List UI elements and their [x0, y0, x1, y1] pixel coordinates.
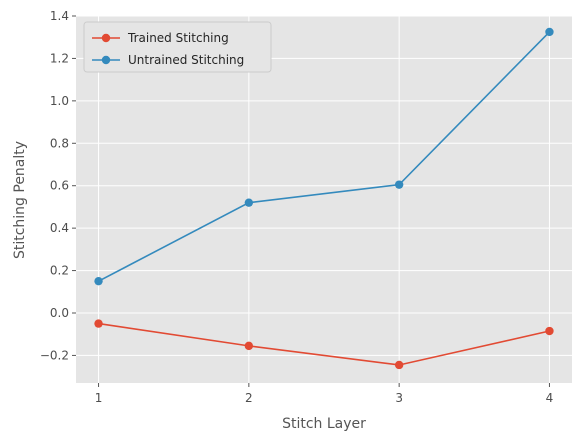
y-tick-label: 0.4 — [50, 221, 69, 235]
y-tick-label: 1.4 — [50, 9, 69, 23]
legend-marker — [101, 55, 111, 65]
series-untrained-stitching — [94, 27, 554, 286]
y-axis-ticks: −0.2 0.0 0.2 0.4 0.6 0.8 1.0 1.2 1.4 — [40, 9, 76, 362]
series-trained-stitching — [94, 319, 554, 370]
x-tick-label: 4 — [546, 391, 554, 405]
y-tick-label: 0.0 — [50, 306, 69, 320]
x-axis-ticks: 1 2 3 4 — [95, 383, 554, 405]
data-point — [94, 276, 103, 286]
y-axis-label: Stitching Penalty — [12, 141, 28, 259]
data-point — [394, 360, 404, 370]
legend-marker — [101, 33, 111, 43]
data-point — [545, 326, 554, 336]
legend-label: Untrained Stitching — [128, 53, 244, 67]
plot-area — [76, 16, 572, 383]
series-line — [98, 322, 550, 366]
x-tick-label: 1 — [95, 391, 103, 405]
series-line — [98, 31, 551, 282]
series-layer — [94, 27, 554, 370]
x-tick-label: 2 — [245, 391, 253, 405]
data-point — [94, 319, 103, 328]
data-point — [545, 27, 554, 37]
legend-box — [83, 21, 272, 73]
data-point — [244, 198, 254, 207]
legend-label: Trained Stitching — [127, 31, 229, 45]
data-point — [244, 341, 254, 351]
x-axis-label: Stitch Layer — [282, 416, 366, 432]
y-tick-label: 1.0 — [50, 94, 69, 108]
legend: Trained Stitching Untrained Stitching — [83, 21, 272, 73]
data-point — [394, 180, 404, 189]
y-tick-label: 0.6 — [50, 179, 69, 193]
x-tick-label: 3 — [395, 391, 403, 405]
y-tick-label: 1.2 — [50, 51, 69, 65]
y-tick-label: −0.2 — [40, 348, 69, 362]
y-tick-label: 0.2 — [50, 264, 69, 278]
y-tick-label: 0.8 — [50, 136, 69, 150]
